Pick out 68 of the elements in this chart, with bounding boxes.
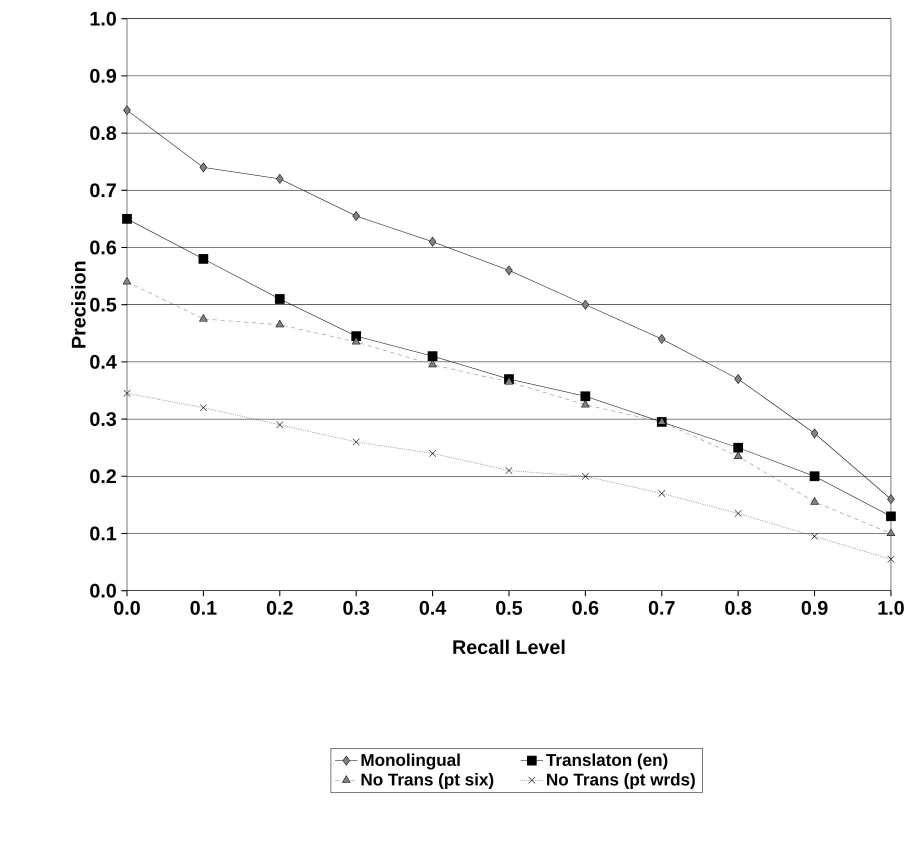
x-tick-label: 0.5: [496, 601, 522, 616]
x-tick-label: 0.1: [190, 601, 217, 616]
legend-label: No Trans (pt wrds): [547, 773, 695, 790]
point: [276, 320, 284, 328]
point: [810, 472, 820, 482]
point: [886, 512, 896, 522]
point: [123, 390, 131, 398]
x-tick-label: 0.4: [420, 601, 446, 616]
x-tick-label: 0.8: [725, 601, 752, 616]
point: [580, 392, 590, 402]
point: [428, 237, 436, 247]
point: [200, 404, 207, 412]
legend-label: Translaton (en): [546, 754, 668, 770]
point: [429, 450, 436, 458]
point: [276, 421, 284, 428]
point: [428, 351, 438, 362]
y-tick-label: 0.6: [90, 240, 116, 255]
point: [352, 211, 360, 222]
point: [734, 374, 742, 384]
point: [504, 377, 514, 385]
y-tick-label: 0.9: [90, 69, 116, 84]
point: [198, 254, 208, 264]
point: [274, 294, 285, 304]
x-tick-label: 0.9: [802, 601, 828, 616]
y-tick-label: 0.1: [90, 526, 116, 541]
point: [505, 467, 512, 474]
point: [658, 334, 666, 344]
x-tick-label: 0.7: [648, 601, 675, 616]
x-tick-label: 0.6: [572, 601, 598, 616]
point: [428, 360, 437, 368]
y-tick-label: 0.3: [90, 412, 116, 426]
point: [810, 497, 819, 505]
point: [122, 214, 132, 224]
point: [811, 533, 818, 540]
y-axis-title: Precision: [71, 262, 86, 348]
point: [887, 556, 894, 563]
point: [122, 277, 132, 285]
point: [887, 494, 895, 504]
legend-label: No Trans (pt six): [362, 773, 494, 790]
point: [810, 428, 818, 438]
point: [200, 162, 208, 172]
point: [123, 106, 131, 116]
point: [199, 314, 208, 322]
x-tick-label: 0.2: [266, 601, 293, 616]
legend-label: Monolingual: [362, 754, 460, 770]
y-tick-label: 0.4: [90, 355, 117, 370]
point: [582, 300, 590, 310]
point: [352, 337, 360, 345]
y-tick-label: 1.0: [90, 12, 116, 26]
x-tick-label: 0.0: [114, 601, 140, 616]
x-axis-title: Recall Level: [453, 640, 564, 654]
y-tick-label: 0.7: [90, 183, 116, 198]
point: [658, 490, 666, 498]
point: [733, 443, 744, 453]
y-tick-label: 0.8: [90, 126, 116, 140]
point: [352, 438, 360, 446]
y-tick-label: 0.5: [90, 298, 116, 312]
point: [886, 528, 896, 536]
point: [734, 452, 742, 459]
point: [734, 510, 742, 518]
y-tick-label: 0.0: [90, 584, 116, 598]
x-tick-label: 0.3: [343, 601, 370, 616]
point: [581, 400, 590, 408]
point: [582, 472, 589, 480]
point: [505, 266, 513, 276]
point: [276, 174, 284, 184]
x-tick-label: 1.0: [878, 601, 904, 616]
y-tick-label: 0.2: [90, 469, 116, 484]
